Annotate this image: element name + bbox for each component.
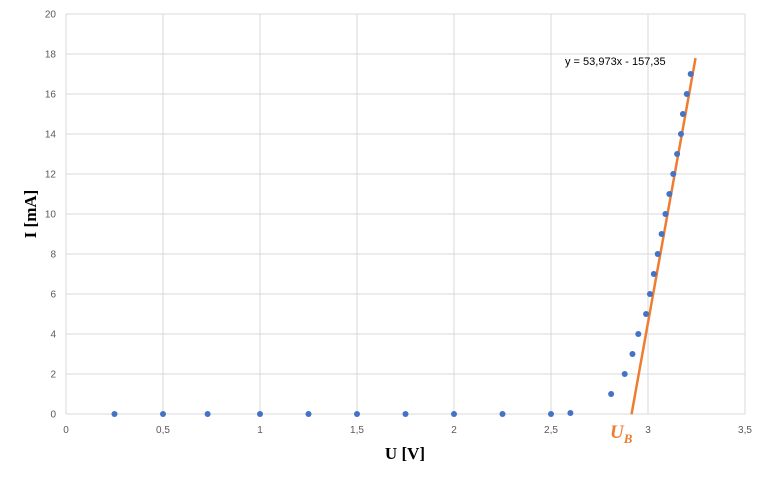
data-point [666,191,673,197]
data-points [111,71,694,417]
data-point [621,371,628,377]
y-tick-label: 20 [45,10,57,21]
x-tick-label: 3 [645,425,651,436]
data-point [674,151,681,157]
data-point [354,411,360,417]
y-tick-label: 10 [45,210,57,221]
data-point [679,111,686,117]
x-tick-label: 2,5 [544,425,558,436]
data-point [650,271,657,277]
y-tick-labels: 0 2 4 6 8 10 12 14 16 18 20 [45,10,57,421]
data-point [670,171,677,177]
data-point [548,411,554,417]
ub-annotation-main: U [610,422,625,443]
y-tick-label: 8 [50,250,56,261]
data-point [160,411,166,417]
data-point [635,331,642,337]
y-tick-label: 6 [50,290,56,301]
data-point [658,231,665,237]
data-point [499,411,506,417]
y-tick-label: 2 [50,370,56,381]
data-point [204,411,211,417]
data-point [643,311,650,317]
x-tick-label: 0,5 [156,425,170,436]
x-tick-label: 1,5 [350,425,364,436]
data-point [111,411,118,417]
data-point [629,351,636,357]
data-point [305,411,312,417]
grid [65,13,746,415]
ub-annotation-subscript: B [623,431,633,446]
x-tick-label: 0 [63,425,69,436]
data-point [677,131,684,137]
data-point [402,411,409,417]
data-point [451,411,457,417]
y-tick-label: 16 [45,90,57,101]
data-point [687,71,694,77]
data-point [683,91,690,97]
y-axis-title: I [mA] [21,190,40,239]
y-tick-label: 14 [45,130,57,141]
data-point [257,411,263,417]
x-tick-label: 2 [451,425,457,436]
y-tick-label: 12 [45,170,57,181]
x-tick-labels: 0 0,5 1 1,5 2 2,5 3 3,5 [63,425,752,436]
y-tick-label: 0 [50,410,56,421]
data-point [654,251,661,257]
data-point [567,410,574,416]
trendline-equation: y = 53,973x - 157,35 [565,56,666,68]
x-axis-title: U [V] [385,444,425,463]
x-tick-label: 1 [257,425,263,436]
data-point [662,211,669,217]
data-point [646,291,653,297]
data-point [608,391,615,397]
x-tick-label: 3,5 [738,425,752,436]
y-tick-label: 18 [45,50,57,61]
ub-annotation: UB [610,422,633,446]
y-tick-label: 4 [50,330,56,341]
